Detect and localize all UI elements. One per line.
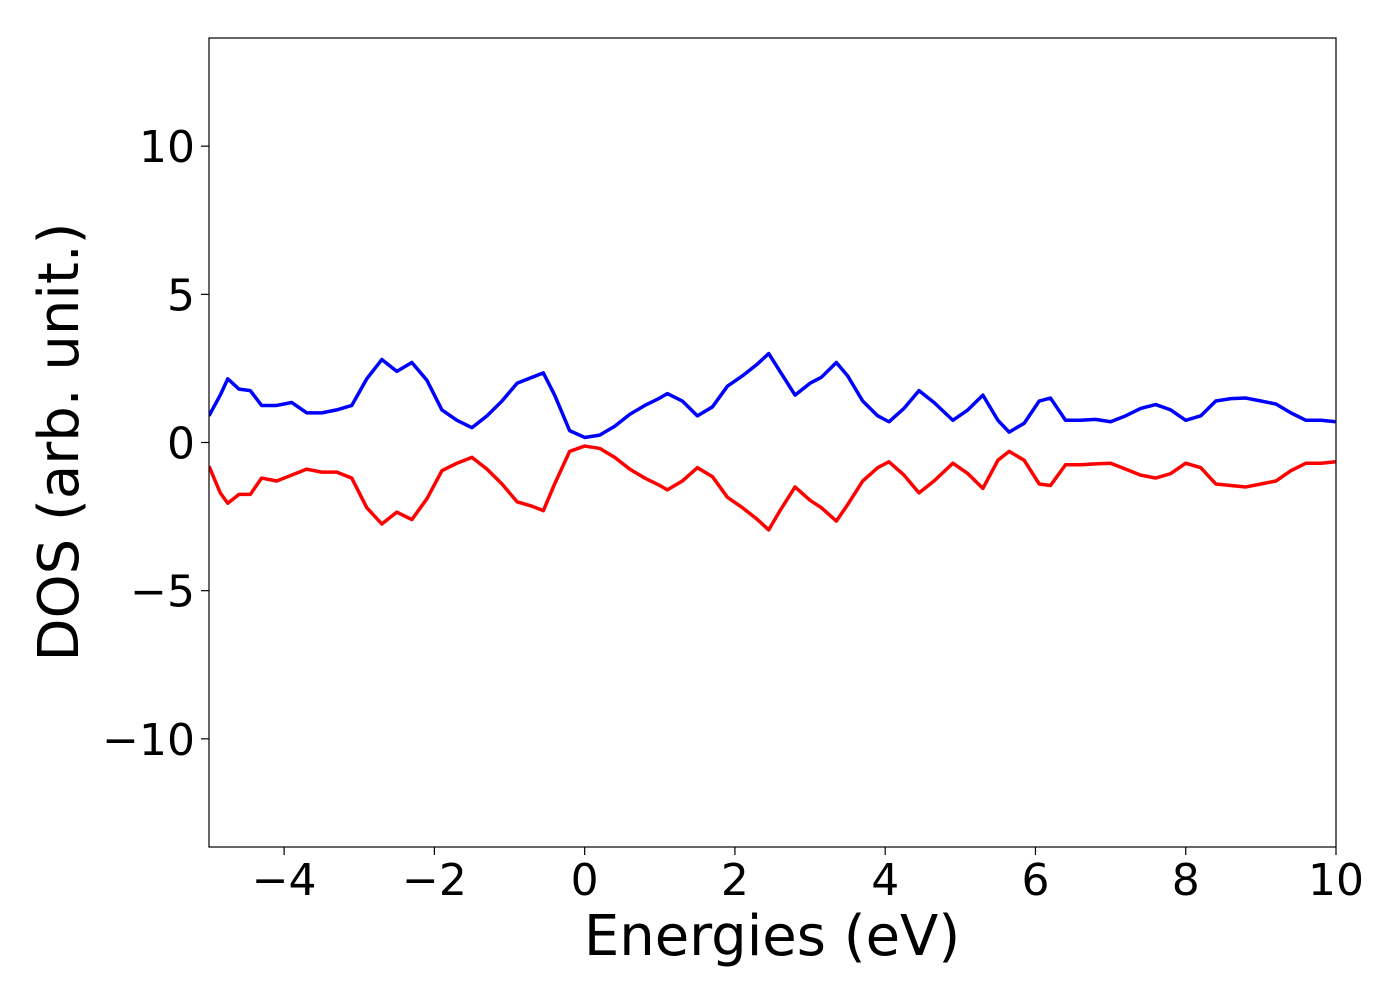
y-tick-label: 10: [139, 122, 195, 173]
y-tick-label: 5: [167, 270, 195, 321]
x-tick-label: 10: [1308, 855, 1364, 906]
series-line: [209, 351, 1336, 440]
x-tick-label: −4: [252, 855, 317, 906]
y-tick-label: −10: [102, 715, 195, 766]
x-tick-label: 6: [1021, 855, 1049, 906]
x-tick-label: 8: [1172, 855, 1200, 906]
series-line: [209, 444, 1336, 532]
x-tick-label: 0: [571, 855, 599, 906]
y-tick-label: 0: [167, 419, 195, 470]
y-axis-label: DOS (arb. unit.): [27, 222, 92, 661]
y-tick-label: −5: [130, 567, 195, 618]
x-tick-label: −2: [402, 855, 467, 906]
x-tick-label: 2: [721, 855, 749, 906]
plot-frame: [208, 37, 1337, 848]
x-axis-label: Energies (eV): [584, 904, 960, 969]
x-tick-label: 4: [871, 855, 899, 906]
